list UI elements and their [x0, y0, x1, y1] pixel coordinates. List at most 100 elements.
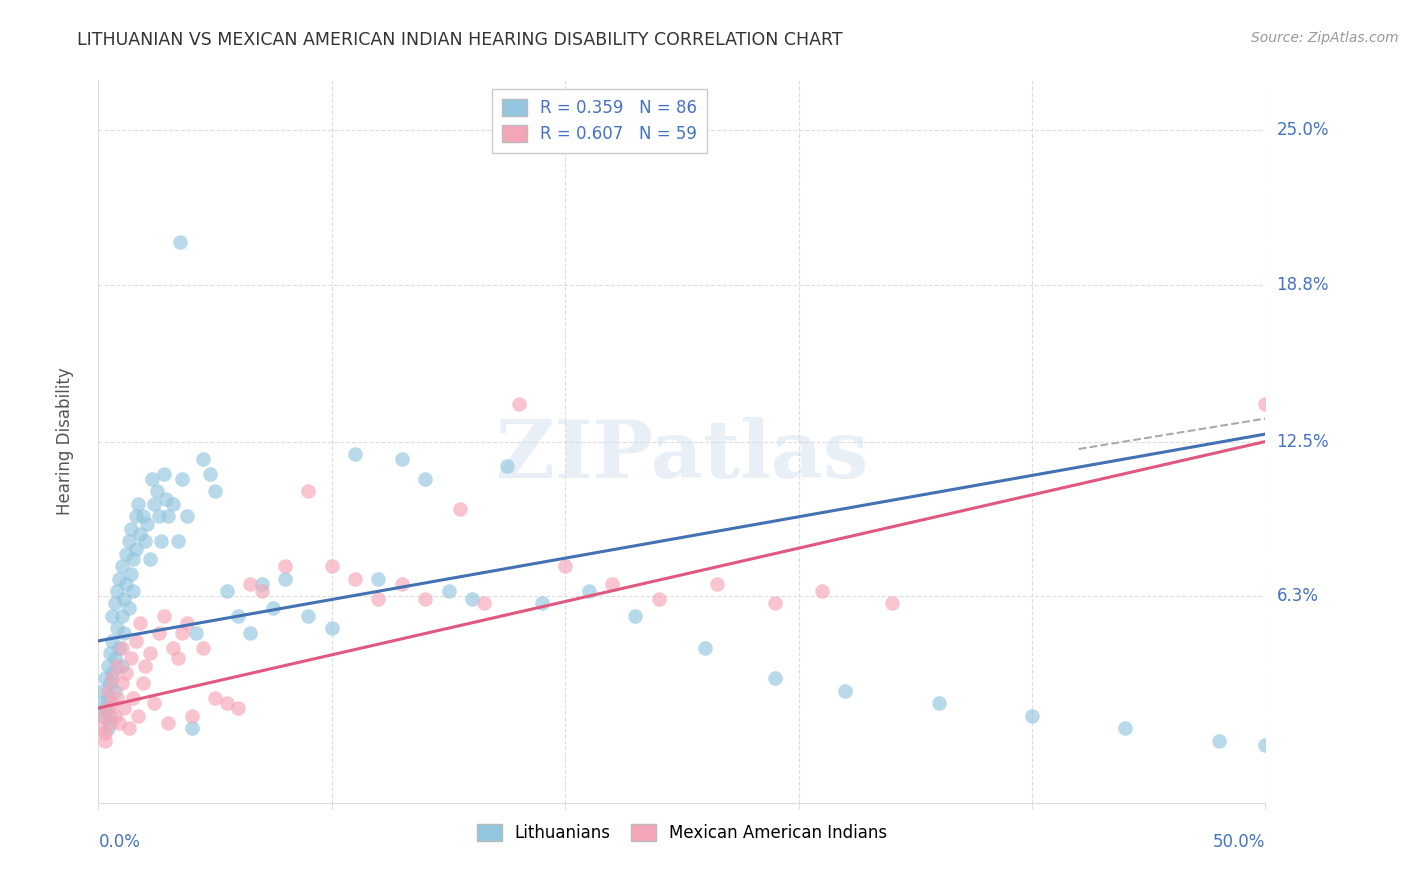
Point: [108, 716, 131, 731]
Point: [413, 591, 436, 606]
Point: [91, 683, 114, 698]
Point: [91, 708, 114, 723]
Point: [262, 601, 284, 615]
Point: [127, 708, 149, 723]
Point: [101, 696, 124, 710]
Point: [97, 658, 120, 673]
Point: [94, 726, 117, 740]
Point: [172, 472, 194, 486]
Point: [98, 676, 121, 690]
Point: [91, 708, 114, 723]
Point: [250, 584, 273, 599]
Point: [1021, 708, 1043, 723]
Point: [176, 616, 198, 631]
Point: [1114, 721, 1136, 735]
Point: [600, 576, 623, 591]
Point: [97, 701, 120, 715]
Point: [120, 651, 142, 665]
Point: [101, 609, 124, 624]
Point: [239, 576, 262, 591]
Point: [139, 646, 162, 660]
Point: [143, 696, 166, 710]
Point: [472, 597, 495, 611]
Point: [321, 559, 343, 574]
Point: [508, 397, 530, 411]
Point: [125, 509, 148, 524]
Point: [118, 534, 141, 549]
Point: [150, 534, 173, 549]
Point: [112, 626, 135, 640]
Text: LITHUANIAN VS MEXICAN AMERICAN INDIAN HEARING DISABILITY CORRELATION CHART: LITHUANIAN VS MEXICAN AMERICAN INDIAN HE…: [77, 31, 844, 49]
Point: [98, 646, 121, 660]
Point: [111, 676, 134, 690]
Point: [391, 576, 413, 591]
Point: [94, 701, 117, 715]
Y-axis label: Hearing Disability: Hearing Disability: [56, 368, 75, 516]
Point: [176, 509, 198, 524]
Point: [193, 452, 215, 467]
Point: [763, 597, 786, 611]
Point: [132, 509, 155, 524]
Point: [880, 597, 903, 611]
Point: [134, 534, 156, 549]
Point: [228, 701, 250, 715]
Point: [97, 691, 120, 706]
Point: [105, 584, 128, 599]
Point: [834, 683, 856, 698]
Point: [101, 671, 124, 685]
Point: [169, 235, 191, 250]
Point: [141, 472, 163, 486]
Point: [496, 459, 519, 474]
Point: [101, 633, 124, 648]
Point: [90, 696, 112, 710]
Point: [125, 541, 148, 556]
Point: [139, 551, 162, 566]
Point: [108, 641, 131, 656]
Point: [143, 497, 166, 511]
Point: [136, 516, 159, 531]
Point: [104, 651, 127, 665]
Text: Source: ZipAtlas.com: Source: ZipAtlas.com: [1251, 31, 1399, 45]
Point: [204, 484, 226, 499]
Point: [297, 609, 319, 624]
Text: ZIPatlas: ZIPatlas: [496, 417, 868, 495]
Point: [152, 467, 174, 481]
Point: [391, 452, 413, 467]
Point: [105, 621, 128, 635]
Point: [120, 522, 142, 536]
Point: [111, 641, 134, 656]
Point: [706, 576, 728, 591]
Point: [200, 467, 222, 481]
Point: [204, 691, 226, 706]
Point: [624, 609, 647, 624]
Point: [297, 484, 319, 499]
Point: [122, 551, 145, 566]
Point: [413, 472, 436, 486]
Point: [367, 591, 389, 606]
Point: [115, 547, 138, 561]
Point: [180, 708, 202, 723]
Point: [108, 572, 131, 586]
Point: [530, 597, 553, 611]
Point: [97, 721, 120, 735]
Point: [120, 566, 142, 581]
Point: [695, 641, 717, 656]
Point: [94, 733, 117, 747]
Point: [122, 691, 145, 706]
Point: [115, 576, 138, 591]
Point: [129, 526, 152, 541]
Point: [250, 576, 273, 591]
Point: [554, 559, 576, 574]
Point: [127, 497, 149, 511]
Point: [104, 683, 127, 698]
Point: [162, 497, 184, 511]
Point: [105, 658, 128, 673]
Point: [105, 691, 128, 706]
Point: [112, 591, 135, 606]
Point: [97, 683, 120, 698]
Point: [112, 701, 135, 715]
Point: [321, 621, 343, 635]
Point: [461, 591, 484, 606]
Point: [118, 601, 141, 615]
Point: [215, 696, 238, 710]
